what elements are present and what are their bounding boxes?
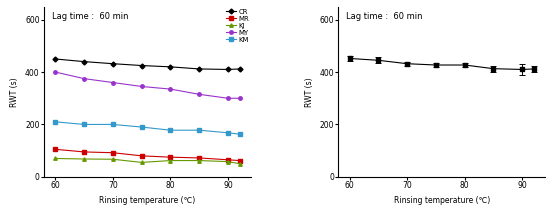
CR: [225, 68, 231, 71]
CR: [196, 68, 203, 70]
Text: Lag time :  60 min: Lag time : 60 min: [346, 12, 423, 21]
KM: [196, 129, 203, 131]
X-axis label: Rinsing temperature (℃): Rinsing temperature (℃): [393, 196, 490, 204]
KJ: [81, 158, 88, 160]
Line: MR: MR: [54, 148, 241, 162]
KM: [225, 131, 231, 134]
MR: [139, 154, 145, 157]
Y-axis label: RWT (s): RWT (s): [10, 77, 20, 107]
KJ: [196, 159, 203, 162]
Text: Lag time :  60 min: Lag time : 60 min: [52, 12, 129, 21]
MY: [236, 97, 243, 100]
CR: [167, 65, 174, 68]
KJ: [167, 159, 174, 162]
CR: [236, 68, 243, 70]
KJ: [225, 160, 231, 163]
MR: [52, 148, 59, 151]
Line: MY: MY: [54, 70, 241, 100]
MR: [81, 151, 88, 153]
MR: [225, 158, 231, 161]
CR: [81, 60, 88, 63]
Line: KJ: KJ: [54, 157, 241, 166]
Legend: CR, MR, KJ, MY, KM: CR, MR, KJ, MY, KM: [225, 8, 250, 44]
KJ: [110, 158, 116, 161]
MY: [81, 77, 88, 80]
MR: [167, 156, 174, 158]
MY: [52, 71, 59, 73]
KM: [52, 120, 59, 123]
Line: KM: KM: [54, 120, 241, 136]
KJ: [52, 157, 59, 160]
MR: [196, 157, 203, 159]
KJ: [236, 162, 243, 165]
MY: [139, 85, 145, 88]
MY: [167, 88, 174, 90]
Line: CR: CR: [54, 57, 241, 71]
KJ: [139, 161, 145, 164]
MY: [110, 81, 116, 84]
Y-axis label: RWT (s): RWT (s): [305, 77, 313, 107]
CR: [110, 62, 116, 65]
MY: [196, 93, 203, 96]
CR: [139, 64, 145, 67]
KM: [139, 126, 145, 128]
MR: [236, 159, 243, 162]
CR: [52, 58, 59, 60]
KM: [110, 123, 116, 126]
MR: [110, 151, 116, 154]
KM: [236, 133, 243, 135]
KM: [167, 129, 174, 131]
MY: [225, 97, 231, 100]
KM: [81, 123, 88, 126]
X-axis label: Rinsing temperature (℃): Rinsing temperature (℃): [99, 196, 196, 204]
